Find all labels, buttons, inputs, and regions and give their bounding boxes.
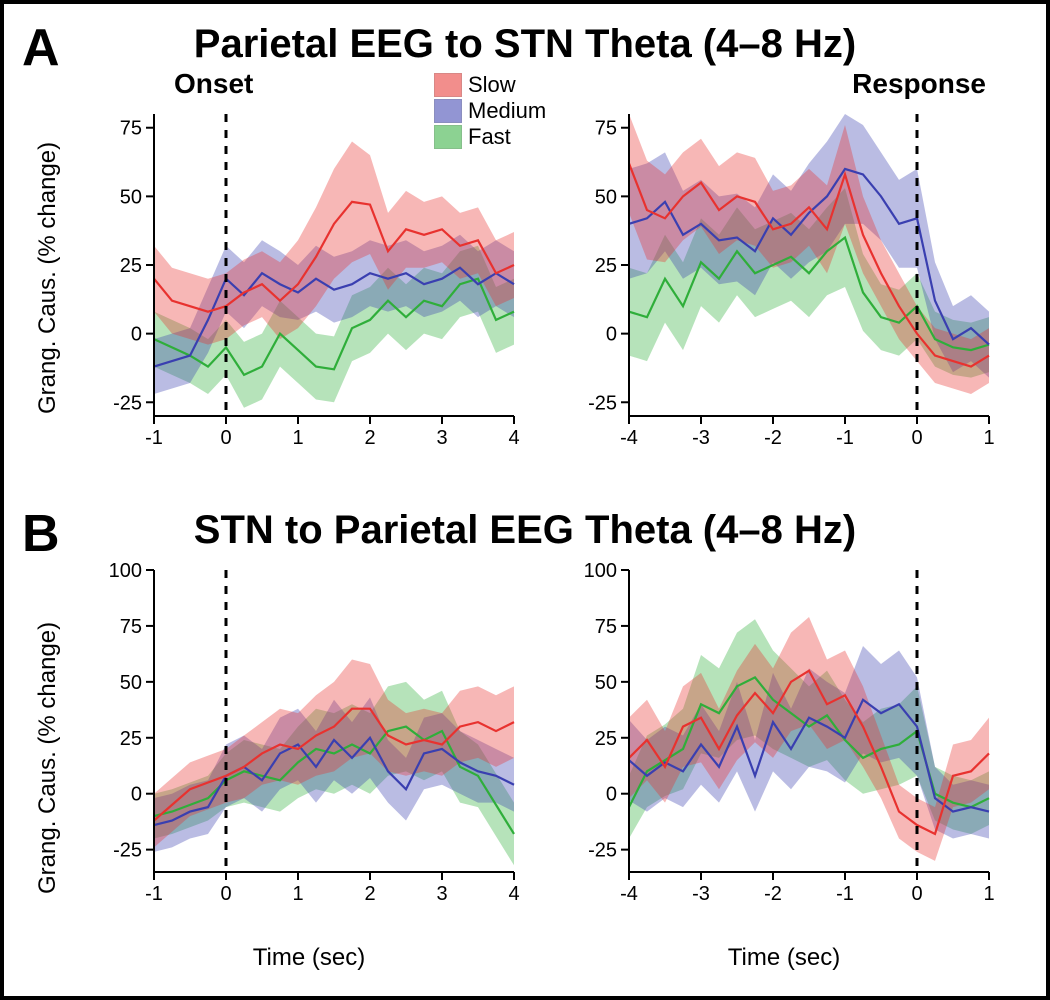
y-tick-label: 0 [606, 324, 617, 346]
x-tick-label: 1 [292, 427, 303, 449]
y-tick-label: -25 [113, 392, 142, 414]
y-tick-label: 50 [595, 672, 617, 694]
x-tick-label: 1 [983, 427, 994, 449]
y-tick-label: 75 [595, 118, 617, 140]
y-tick-label: 75 [120, 616, 142, 638]
x-tick-label: -3 [692, 883, 710, 905]
x-tick-label: 4 [508, 427, 519, 449]
y-tick-label: 25 [595, 255, 617, 277]
panel-b-right-xlabel: Time (sec) [569, 944, 999, 972]
y-tick-label: 25 [120, 255, 142, 277]
x-tick-label: 3 [436, 427, 447, 449]
chart-a-onset: -25 0 25 50 75 -1 0 1 2 3 4 [94, 104, 524, 464]
panel-a-right-sublabel: Response [852, 68, 986, 100]
y-tick-label: -25 [588, 840, 617, 862]
panel-b-title: STN to Parietal EEG Theta (4–8 Hz) [4, 508, 1046, 553]
y-tick-label: 100 [109, 560, 142, 582]
x-tick-label: -2 [764, 427, 782, 449]
x-tick-label: -4 [620, 427, 638, 449]
y-tick-label: 0 [131, 324, 142, 346]
legend-swatch [434, 73, 462, 97]
y-tick-label: 100 [584, 560, 617, 582]
legend-label: Slow [468, 72, 516, 98]
y-tick-label: 50 [120, 672, 142, 694]
x-tick-label: -3 [692, 427, 710, 449]
chart-a-response: -25 0 25 50 75 -4 -3 -2 -1 0 1 [569, 104, 999, 464]
x-tick-label: 3 [436, 883, 447, 905]
panel-a-title: Parietal EEG to STN Theta (4–8 Hz) [4, 22, 1046, 67]
chart-b-response: -25 0 25 50 75 100 -4 -3 -2 -1 0 1 [569, 560, 999, 920]
panel-a-left-sublabel: Onset [174, 68, 253, 100]
panel-b-ylabel: Grang. Caus. (% change) [34, 622, 62, 894]
panel-a-ylabel: Grang. Caus. (% change) [34, 142, 62, 414]
x-tick-label: 2 [364, 883, 375, 905]
legend-item: Slow [434, 72, 546, 98]
x-tick-label: -1 [836, 427, 854, 449]
y-tick-label: 0 [131, 784, 142, 806]
panel-b-left-xlabel: Time (sec) [94, 944, 524, 972]
x-tick-label: 0 [911, 883, 922, 905]
x-tick-label: -1 [145, 883, 163, 905]
x-tick-label: 2 [364, 427, 375, 449]
x-tick-label: -1 [836, 883, 854, 905]
x-tick-label: 1 [983, 883, 994, 905]
x-tick-label: -2 [764, 883, 782, 905]
y-tick-label: 50 [120, 186, 142, 208]
y-tick-label: 75 [595, 616, 617, 638]
y-tick-label: -25 [588, 392, 617, 414]
x-tick-label: -4 [620, 883, 638, 905]
x-tick-label: 0 [220, 883, 231, 905]
x-tick-label: -1 [145, 427, 163, 449]
y-tick-label: 25 [595, 728, 617, 750]
y-tick-label: 50 [595, 186, 617, 208]
y-tick-label: -25 [113, 840, 142, 862]
x-tick-label: 4 [508, 883, 519, 905]
x-tick-label: 0 [911, 427, 922, 449]
y-tick-label: 25 [120, 728, 142, 750]
figure-frame: A Parietal EEG to STN Theta (4–8 Hz) Ons… [0, 0, 1050, 1000]
y-tick-label: 0 [606, 784, 617, 806]
chart-b-onset: -25 0 25 50 75 100 -1 0 1 2 3 4 [94, 560, 524, 920]
y-tick-label: 75 [120, 118, 142, 140]
x-tick-label: 1 [292, 883, 303, 905]
x-tick-label: 0 [220, 427, 231, 449]
